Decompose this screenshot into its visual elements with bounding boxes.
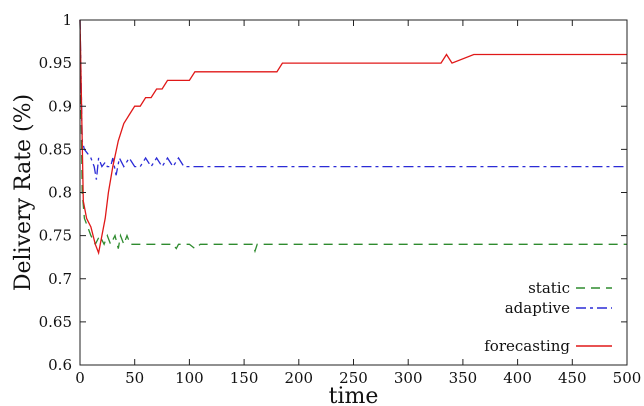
y-tick-label: 1	[62, 11, 72, 29]
x-tick-label: 300	[394, 369, 423, 387]
x-tick-label: 50	[125, 369, 144, 387]
series-line-forecasting	[79, 19, 627, 256]
series-line-static	[79, 19, 627, 254]
legend-label-static: static	[528, 279, 570, 297]
y-tick-label: 0.8	[48, 184, 72, 202]
y-tick-label: 0.6	[48, 356, 72, 374]
y-tick-label: 0.7	[48, 270, 72, 288]
x-tick-label: 200	[284, 369, 313, 387]
y-tick-label: 0.9	[48, 97, 72, 115]
y-tick-label: 0.75	[39, 227, 72, 245]
x-axis: 0 50 100 150 200 250 300 350 400 450 500	[75, 20, 641, 387]
x-tick-label: 250	[339, 369, 368, 387]
legend-label-adaptive: adaptive	[505, 299, 570, 317]
x-tick-label: 100	[175, 369, 204, 387]
legend: static adaptive forecasting	[484, 279, 612, 355]
x-tick-label: 400	[503, 369, 532, 387]
y-tick-label: 0.65	[39, 313, 72, 331]
legend-label-forecasting: forecasting	[484, 337, 570, 355]
x-tick-label: 0	[75, 369, 85, 387]
y-axis-title: Delivery Rate (%)	[11, 94, 36, 291]
y-tick-label: 0.85	[39, 140, 72, 158]
series-layer	[79, 19, 627, 256]
y-axis: 0.6 0.65 0.7 0.75 0.8 0.85 0.9 0.95 1	[39, 11, 627, 374]
x-tick-label: 500	[613, 369, 642, 387]
series-line-adaptive	[79, 19, 627, 180]
x-tick-label: 150	[230, 369, 259, 387]
x-tick-label: 450	[558, 369, 587, 387]
x-axis-title: time	[329, 384, 379, 406]
y-tick-label: 0.95	[39, 54, 72, 72]
x-tick-label: 350	[449, 369, 478, 387]
